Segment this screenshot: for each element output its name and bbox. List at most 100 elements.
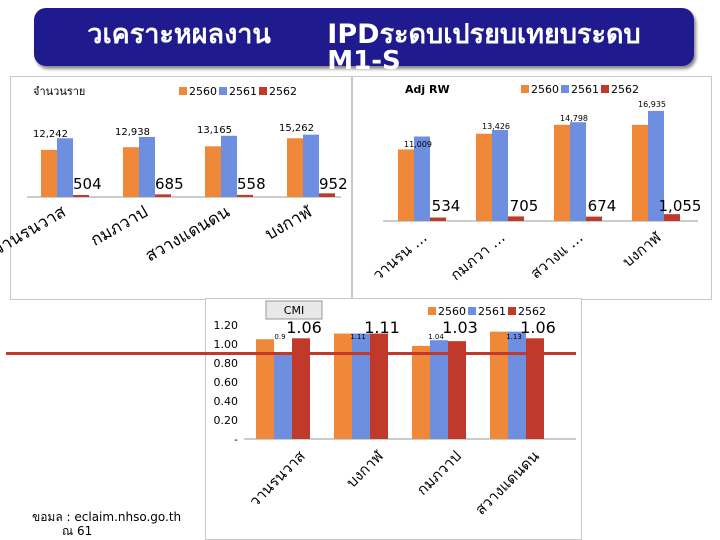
legend-label-2562: 2562: [611, 83, 639, 96]
bar-2562-3: [664, 214, 680, 221]
source-note: ขอมล : eclaim.nhso.go.th ณ 61: [32, 510, 181, 538]
category-label: สวางแดนดน: [471, 447, 542, 518]
chart-cases-panel: จำนวนราย 2560 2561 2562 12,242 504 วานรนวาส 12,…: [0, 76, 352, 300]
chart-title: จำนวนราย: [33, 85, 85, 98]
bar-2560-3: [490, 331, 508, 439]
data-label-top: 14,798: [560, 114, 588, 123]
bar-2560-0: [398, 149, 414, 221]
bar-2562-2: [448, 341, 466, 439]
y-tick-label: 0.80: [214, 357, 239, 370]
category-label: วานรนวาส: [246, 447, 309, 510]
legend-swatch-2562: [601, 85, 609, 93]
chart-title-box: [265, 300, 323, 320]
category-label: กมภวา …: [447, 228, 509, 284]
data-label-2560: 13,165: [197, 125, 232, 136]
y-tick-label: 0.40: [214, 395, 239, 408]
bar-2562-0: [292, 338, 310, 439]
data-label-big: 1.06: [286, 318, 322, 337]
data-label-2562: 558: [237, 175, 266, 193]
bar-2560-3: [632, 124, 648, 221]
y-tick-label: 0.60: [214, 376, 239, 389]
data-label-2562: 1,055: [659, 197, 702, 215]
data-label-2560: 12,242: [33, 129, 68, 140]
bar-2562-1: [508, 216, 524, 221]
category-label: กมภวาป: [413, 447, 465, 499]
bar-2562-3: [319, 193, 335, 197]
bar-2562-0: [430, 217, 446, 221]
legend-label-2562: 2562: [518, 305, 546, 318]
legend-label-2562: 2562: [269, 85, 297, 98]
bar-2561-2: [221, 135, 237, 197]
category-label: สวางแดนดน: [142, 202, 234, 267]
bar-2560-0: [41, 149, 57, 197]
bar-2562-2: [237, 194, 253, 197]
data-label-2562: 504: [73, 175, 102, 193]
data-label-top: 16,935: [638, 100, 666, 109]
source-text: : eclaim.nhso.go.th: [66, 510, 182, 524]
bar-2560-2: [412, 345, 430, 439]
bar-2560-1: [334, 333, 352, 439]
legend-swatch-2560: [179, 87, 187, 95]
legend-swatch-2562: [259, 87, 267, 95]
chart-cmi: CMI 2560 2561 2562 1.20 1.00 0.80 0.60 0.40 0.20 -…: [6, 300, 576, 519]
legend-swatch-2561: [561, 85, 569, 93]
legend-swatch-2561: [468, 307, 476, 315]
bar-2562-3: [526, 338, 544, 439]
bar-2560-2: [554, 124, 570, 221]
y-tick-label: 1.00: [214, 338, 239, 351]
data-label-2562: 705: [510, 197, 539, 215]
bar-2561-2: [570, 122, 586, 221]
bar-2561-1: [352, 333, 370, 439]
category-label: กมภวาป: [87, 202, 151, 251]
chart-title: Adj RW: [405, 83, 450, 96]
bar-2561-0: [274, 353, 292, 439]
data-label-2560: 12,938: [115, 127, 150, 138]
legend-label-2560: 2560: [189, 85, 217, 98]
y-tick-label: 0.20: [214, 414, 239, 427]
category-label: บงกาฬ: [619, 228, 665, 271]
bar-2560-0: [256, 339, 274, 439]
chart-cmi-panel: CMI 2560 2561 2562 1.20 1.00 0.80 0.60 0.40 0.20 -…: [6, 298, 582, 540]
data-label-2560: 15,262: [279, 123, 314, 134]
legend-swatch-2561: [219, 87, 227, 95]
bar-2562-0: [73, 195, 89, 197]
data-label-small: 0.9: [274, 333, 285, 341]
bar-2561-3: [303, 134, 319, 197]
data-label-big: 1.06: [520, 318, 556, 337]
bar-2560-3: [287, 138, 303, 197]
data-label-top: 13,426: [482, 122, 510, 131]
page-subtitle: M1-S: [327, 46, 401, 76]
category-label: วานรน …: [369, 228, 431, 284]
legend-swatch-2562: [508, 307, 516, 315]
legend-label-2561: 2561: [229, 85, 257, 98]
legend-swatch-2560: [521, 85, 529, 93]
bar-2561-1: [139, 136, 155, 197]
data-label-2562: 534: [432, 197, 461, 215]
bar-2562-1: [155, 194, 171, 197]
category-label: บงกาฬ: [262, 201, 317, 244]
data-label-2562: 685: [155, 175, 184, 193]
legend-swatch-2560: [428, 307, 436, 315]
bar-2561-1: [492, 130, 508, 221]
bar-2562-2: [586, 216, 602, 221]
bar-2561-0: [57, 138, 73, 197]
legend-label-2561: 2561: [571, 83, 599, 96]
data-label-2562: 952: [319, 175, 348, 193]
data-label-big: 1.03: [442, 318, 478, 337]
y-tick-label: -: [234, 433, 238, 446]
data-label-small: 1.11: [350, 333, 366, 341]
title-banner: วเคราะหผลงาน IPDระดบเปรยบเทยบระดบ M1-S: [34, 8, 694, 76]
data-label-top: 11,009: [404, 140, 432, 149]
source-sub: ณ 61: [62, 524, 93, 538]
data-label-small: 1.13: [506, 333, 522, 341]
y-tick-label: 1.20: [214, 319, 239, 332]
bar-2562-1: [370, 333, 388, 439]
category-label: วานรนวาส: [0, 202, 70, 260]
bar-2560-2: [205, 146, 221, 197]
chart-title: CMI: [284, 304, 304, 317]
bar-2561-3: [648, 110, 664, 221]
data-label-big: 1.11: [364, 318, 400, 337]
category-label: บงกาฬ: [343, 447, 388, 492]
